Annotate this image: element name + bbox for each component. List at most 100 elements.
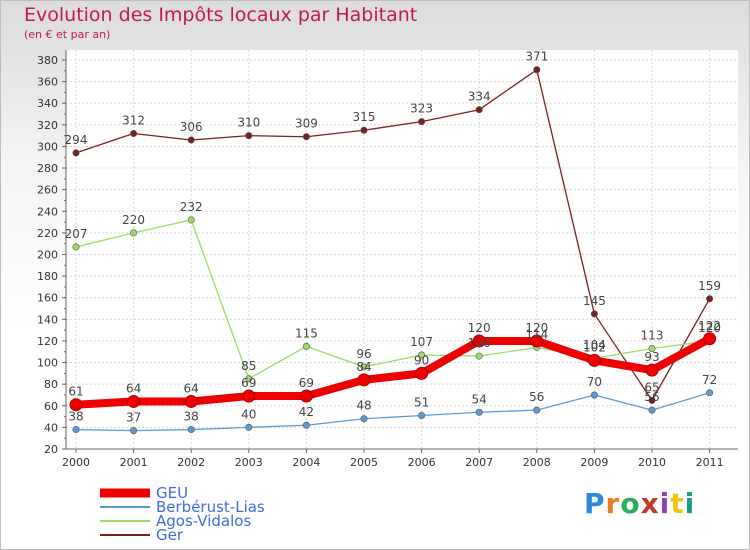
y-tick-label: 380 xyxy=(37,54,58,67)
data-label: 120 xyxy=(468,321,491,335)
data-point xyxy=(360,126,368,134)
data-point xyxy=(357,373,371,387)
x-tick-label: 2005 xyxy=(350,456,378,469)
x-tick-label: 2006 xyxy=(408,456,436,469)
data-label: 102 xyxy=(583,340,606,354)
data-point xyxy=(130,229,138,237)
x-tick-label: 2000 xyxy=(62,456,90,469)
data-point xyxy=(130,129,138,137)
data-label: 54 xyxy=(472,392,487,406)
data-label: 64 xyxy=(126,381,141,395)
x-tick-label: 2003 xyxy=(235,456,263,469)
data-label: 122 xyxy=(698,319,721,333)
y-tick-label: 300 xyxy=(37,140,58,153)
data-label: 145 xyxy=(583,294,606,308)
data-label: 159 xyxy=(698,279,721,293)
data-point xyxy=(72,243,80,251)
data-label: 113 xyxy=(641,329,664,343)
data-label: 56 xyxy=(644,390,659,404)
data-point xyxy=(587,353,601,367)
data-label: 232 xyxy=(180,200,203,214)
data-point xyxy=(302,342,310,350)
y-tick-label: 220 xyxy=(37,227,58,240)
y-tick-label: 340 xyxy=(37,97,58,110)
data-label: 90 xyxy=(414,353,429,367)
data-point xyxy=(130,427,138,435)
x-tick-label: 2010 xyxy=(638,456,666,469)
data-point xyxy=(530,334,544,348)
data-point xyxy=(72,149,80,157)
data-point xyxy=(242,389,256,403)
y-tick-label: 60 xyxy=(44,400,58,413)
data-point xyxy=(245,423,253,431)
data-label: 115 xyxy=(295,326,318,340)
data-label: 309 xyxy=(295,117,318,131)
y-tick-label: 240 xyxy=(37,205,58,218)
y-tick-label: 20 xyxy=(44,443,58,456)
proxiti-logo-letter: o xyxy=(620,487,641,520)
y-tick-label: 160 xyxy=(37,292,58,305)
data-label: 56 xyxy=(529,390,544,404)
x-tick-label: 2007 xyxy=(465,456,493,469)
data-label: 37 xyxy=(126,411,141,425)
y-tick-label: 180 xyxy=(37,270,58,283)
proxiti-logo-letter: r xyxy=(605,487,621,520)
y-tick-label: 320 xyxy=(37,119,58,132)
data-point xyxy=(590,310,598,318)
data-label: 220 xyxy=(122,213,145,227)
data-label: 42 xyxy=(299,405,314,419)
data-point xyxy=(590,391,598,399)
data-point xyxy=(418,351,426,359)
x-tick-label: 2009 xyxy=(580,456,608,469)
data-label: 306 xyxy=(180,120,203,134)
data-label: 72 xyxy=(702,373,717,387)
y-tick-label: 140 xyxy=(37,313,58,326)
data-point xyxy=(533,406,541,414)
data-point xyxy=(645,363,659,377)
plot-area xyxy=(66,50,738,449)
data-point xyxy=(187,136,195,144)
proxiti-logo-letter: i xyxy=(684,487,696,520)
data-point xyxy=(648,396,656,404)
y-tick-label: 280 xyxy=(37,162,58,175)
data-label: 371 xyxy=(525,50,548,64)
data-label: 48 xyxy=(356,399,371,413)
data-label: 312 xyxy=(122,113,145,127)
data-point xyxy=(245,132,253,140)
data-label: 93 xyxy=(644,350,659,364)
y-tick-label: 260 xyxy=(37,184,58,197)
data-point xyxy=(706,295,714,303)
data-label: 38 xyxy=(184,410,199,424)
data-point xyxy=(648,406,656,414)
y-tick-label: 80 xyxy=(44,378,58,391)
data-point xyxy=(418,118,426,126)
data-point xyxy=(703,332,717,346)
data-label: 51 xyxy=(414,396,429,410)
y-tick-label: 120 xyxy=(37,335,58,348)
chart-title: Evolution des Impôts locaux par Habitant xyxy=(24,4,418,26)
data-label: 69 xyxy=(299,376,314,390)
series-line-geu xyxy=(72,334,714,409)
data-label: 70 xyxy=(587,375,602,389)
data-label: 107 xyxy=(410,335,433,349)
data-label: 120 xyxy=(525,321,548,335)
data-point xyxy=(302,421,310,429)
x-tick-label: 2008 xyxy=(523,456,551,469)
data-point xyxy=(360,415,368,423)
data-point xyxy=(187,426,195,434)
data-point xyxy=(415,366,429,380)
data-label: 40 xyxy=(241,407,256,421)
data-label: 106 xyxy=(468,336,491,350)
x-tick-label: 2011 xyxy=(696,456,724,469)
x-tick-label: 2004 xyxy=(292,456,320,469)
data-label: 207 xyxy=(65,227,88,241)
legend-label: Agos-Vidalos xyxy=(156,512,251,530)
legend-label: Berbérust-Lias xyxy=(156,498,265,516)
data-label: 96 xyxy=(356,347,371,361)
data-point xyxy=(299,389,313,403)
data-label: 323 xyxy=(410,102,433,116)
data-point xyxy=(475,408,483,416)
data-point xyxy=(475,106,483,114)
legend-label: GEU xyxy=(156,484,188,502)
